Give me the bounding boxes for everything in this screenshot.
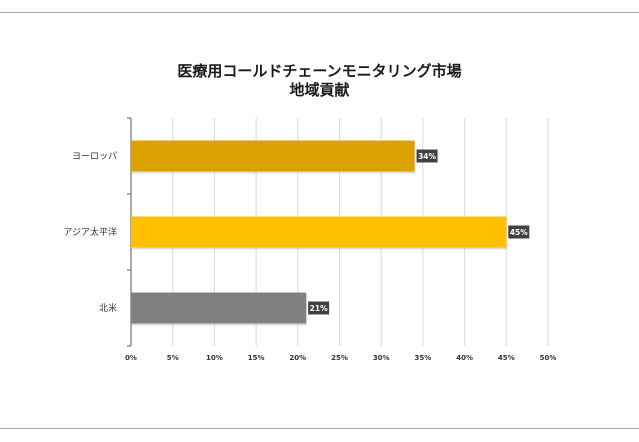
x-tick-label: 15% bbox=[248, 354, 265, 362]
chart-title-line-1: 医療用コールドチェーンモニタリング市場 bbox=[177, 62, 462, 80]
data-label-box bbox=[416, 149, 438, 163]
x-tick-label: 50% bbox=[540, 354, 557, 362]
x-tick-label: 25% bbox=[331, 354, 348, 362]
top-rule bbox=[0, 12, 639, 13]
bar bbox=[131, 292, 307, 324]
category-label: 北米 bbox=[99, 302, 117, 314]
bar bbox=[131, 140, 415, 172]
bar bbox=[131, 216, 507, 248]
x-tick-label: 40% bbox=[456, 354, 473, 362]
x-tick-label: 10% bbox=[206, 354, 223, 362]
category-label: アジア太平洋 bbox=[63, 226, 117, 238]
data-label: 21% bbox=[310, 304, 328, 313]
x-tick-label: 45% bbox=[498, 354, 515, 362]
bottom-rule bbox=[0, 428, 639, 429]
data-label: 34% bbox=[418, 152, 436, 161]
chart-title: 医療用コールドチェーンモニタリング市場 地域貢献 bbox=[0, 62, 639, 100]
data-label-box bbox=[308, 301, 330, 315]
data-label: 45% bbox=[510, 228, 528, 237]
x-tick-label: 5% bbox=[167, 354, 179, 362]
category-label: ヨーロッパ bbox=[72, 151, 117, 162]
x-tick-label: 0% bbox=[125, 354, 137, 362]
x-tick-label: 30% bbox=[373, 354, 390, 362]
data-label-box bbox=[508, 225, 530, 239]
x-tick-label: 20% bbox=[289, 354, 306, 362]
chart-title-line-2: 地域貢献 bbox=[289, 81, 350, 99]
x-tick-label: 35% bbox=[415, 354, 432, 362]
